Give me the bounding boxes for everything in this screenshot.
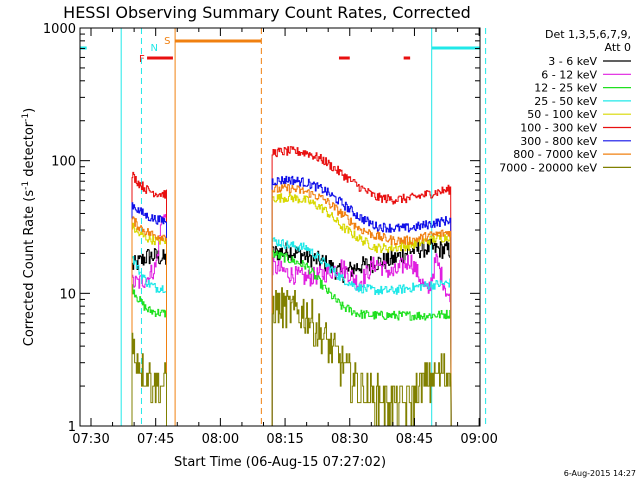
date-stamp: 6-Aug-2015 14:27	[564, 469, 636, 478]
plot-frame	[79, 27, 481, 427]
series-2-seg1	[131, 284, 167, 426]
y-axis-label-mid: detector	[22, 121, 37, 181]
series-0-seg2	[271, 238, 452, 427]
x-axis-ticks: 07:30 07:45 08:00 08:15 08:30 08:45 09:00	[72, 28, 498, 447]
interval-label-flare: F	[139, 54, 145, 65]
legend-label: 3 - 6 keV	[548, 55, 597, 68]
series-3-seg2	[271, 237, 452, 427]
series-1-seg1	[131, 214, 167, 426]
y-tick-label: 10	[59, 287, 76, 302]
legend-label: 100 - 300 keV	[520, 122, 597, 135]
y-axis-label-end: )	[22, 108, 37, 113]
y-tick-label: 100	[51, 155, 76, 170]
observing-intervals: NS F	[80, 36, 480, 65]
legend-label: 7000 - 20000 keV	[499, 161, 597, 174]
series-1-seg2	[271, 253, 452, 427]
x-tick-label: 09:00	[460, 432, 497, 447]
x-tick-label: 08:15	[266, 432, 303, 447]
interval-label-saa_boundary: N	[150, 43, 157, 54]
y-tick-label: 1	[68, 420, 76, 435]
y-axis-ticks: 1 10 100 1000	[43, 22, 480, 435]
series-8-seg1	[131, 332, 167, 426]
legend-label: 25 - 50 keV	[534, 95, 597, 108]
y-axis-label-main: Corrected Count Rate (s	[22, 190, 37, 347]
y-axis-label-sup1: -1	[21, 181, 31, 190]
y-axis-label-sup2: -1	[21, 113, 31, 122]
x-tick-label: 07:30	[72, 432, 109, 447]
legend-label: 50 - 100 keV	[527, 108, 597, 121]
series-6-seg1	[131, 202, 167, 426]
x-tick-label: 08:45	[396, 432, 433, 447]
legend-label: 800 - 7000 keV	[513, 148, 597, 161]
interval-label-saa: S	[164, 36, 170, 47]
legend-label: 12 - 25 keV	[534, 82, 597, 95]
y-tick-label: 1000	[43, 22, 76, 37]
x-tick-label: 08:30	[331, 432, 368, 447]
x-axis-label: Start Time (06-Aug-15 07:27:02)	[174, 455, 386, 470]
legend-header-detectors: Det 1,3,5,6,7,9,	[545, 28, 631, 41]
series-0-seg1	[131, 248, 167, 426]
y-axis-label: Corrected Count Rate (s-1 detector-1)	[21, 108, 37, 346]
x-tick-label: 07:45	[137, 432, 174, 447]
series-group	[131, 146, 452, 427]
legend-header-attenuator: Att 0	[605, 41, 631, 54]
series-8-seg2	[271, 287, 452, 427]
series-7-seg1	[131, 216, 167, 426]
series-6-seg2	[271, 175, 452, 427]
series-3-seg1	[131, 256, 167, 426]
legend-label: 300 - 800 keV	[520, 135, 597, 148]
series-5-seg2	[271, 146, 452, 427]
series-2-seg2	[271, 250, 452, 427]
series-5-seg1	[131, 171, 167, 426]
legend-label: 6 - 12 keV	[541, 68, 597, 81]
series-4-seg2	[271, 192, 452, 427]
series-7-seg2	[271, 183, 452, 427]
chart-title: HESSI Observing Summary Count Rates, Cor…	[63, 3, 471, 22]
x-tick-label: 08:00	[202, 432, 239, 447]
